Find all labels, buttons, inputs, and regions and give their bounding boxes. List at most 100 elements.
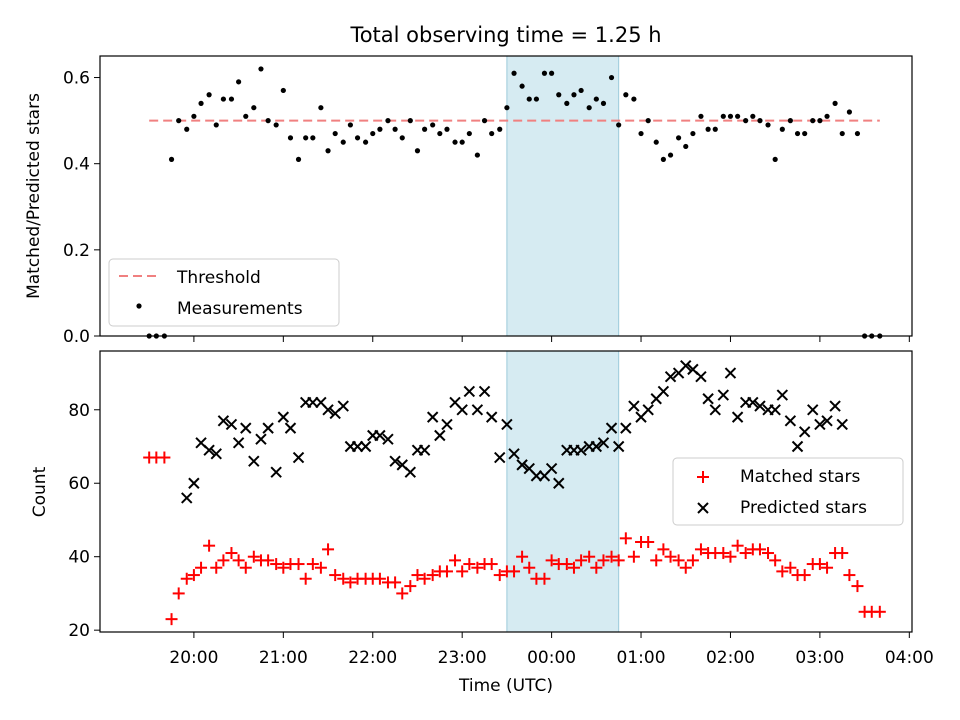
measurement-point [392,126,398,132]
bottom-axes-ticks: 20 40 60 80 20:00 21:00 22:00 23:00 00:00 01:00 02… [68,401,933,668]
top-ylabel: Matched/Predicted stars [24,93,44,299]
predicted-star-point [389,455,401,467]
measurement-point [243,113,249,119]
predicted-star-point [181,492,193,504]
matched-star-point [724,550,737,563]
matched-star-point [567,561,580,574]
matched-stars-points [143,451,886,626]
predicted-star-point [612,440,625,453]
measurement-point [653,139,659,145]
matched-star-point [232,554,245,567]
matched-star-point [560,558,573,571]
top-observing-window-span [506,55,620,337]
predicted-star-point [404,466,417,478]
predicted-star-point [232,437,245,449]
bottom-ytick-label: 20 [68,621,90,641]
matched-star-point [686,554,699,567]
predicted-star-point [508,448,520,460]
matched-star-point [463,558,476,571]
measurement-point [325,148,331,154]
measurement-point [645,118,651,124]
measurement-point [168,156,175,162]
measurement-point [191,113,197,119]
predicted-star-point [322,404,334,416]
measurement-point [705,126,711,132]
measurement-point [578,87,584,94]
matched-star-point [411,569,424,582]
predicted-star-point [731,411,744,423]
matched-star-point [813,558,826,571]
matched-star-point [798,569,811,582]
predicted-star-point [791,440,804,453]
matched-star-point [619,532,632,545]
measurement-point [489,130,495,137]
matched-star-point [485,558,498,571]
measurement-point [765,122,771,128]
bottom-xlabel: Time (UTC) [458,676,553,696]
matched-star-point [664,550,677,563]
measurement-point [198,100,204,106]
measurement-point [832,100,838,106]
bottom-observing-window-span [506,350,620,633]
predicted-star-point [747,396,759,409]
predicted-star-point [628,400,640,412]
measurement-point [750,113,756,119]
measurement-point [608,74,615,81]
predicted-star-point [210,448,222,460]
predicted-star-point [702,393,714,405]
measurement-point [258,66,264,72]
measurement-point [287,135,294,141]
predicted-star-point [807,404,819,416]
measurement-point [444,126,450,132]
measurement-point [675,135,682,141]
predicted-star-point [597,437,610,449]
matched-star-point [583,550,596,563]
matched-star-point [843,569,856,582]
matched-star-point [449,554,462,567]
predicted-star-point [664,371,677,383]
predicted-star-point [590,440,603,453]
matched-star-point [195,561,208,574]
measurement-point [176,118,182,124]
measurement-point [213,122,219,128]
predicted-star-point [642,404,654,416]
legend-predicted-swatch [697,502,709,514]
predicted-star-point [485,411,498,423]
predicted-star-point [501,418,513,431]
predicted-star-point [471,404,484,416]
matched-star-point [642,536,655,549]
matched-star-point [873,605,886,618]
measurement-point [347,122,353,128]
top-panel: 0.0 0.2 0.4 0.6 Matched/Predicted stars Thr… [24,55,913,347]
measurement-point [414,148,421,154]
predicted-star-point [680,359,692,372]
measurement-point [772,156,778,162]
top-legend-box [108,258,340,327]
measurement-point [184,126,190,132]
predicted-star-point [292,451,305,464]
top-ytick-label: 0.6 [63,69,90,89]
legend-matched-swatch [697,471,709,483]
matched-star-point [158,451,171,464]
measurement-point [228,96,235,102]
matched-star-point [612,554,625,567]
matched-star-point [694,543,707,556]
top-ytick-label: 0.4 [63,155,90,175]
predicted-star-point [441,418,453,431]
predicted-star-point [829,400,841,412]
matched-star-point [508,565,521,578]
measurement-point [541,70,548,76]
measurement-point [377,126,383,132]
matched-star-point [545,554,558,567]
predicted-star-point [836,418,848,431]
predicted-star-point [418,444,431,456]
measurement-point [474,152,480,158]
measurement-point [466,130,472,137]
matched-star-point [717,547,730,560]
bottom-ytick-label: 40 [68,548,90,568]
measurement-point [452,139,458,145]
matched-star-point [203,539,216,552]
predicted-stars-points [181,359,848,504]
measurement-point [526,96,532,102]
measurement-point [280,87,286,94]
